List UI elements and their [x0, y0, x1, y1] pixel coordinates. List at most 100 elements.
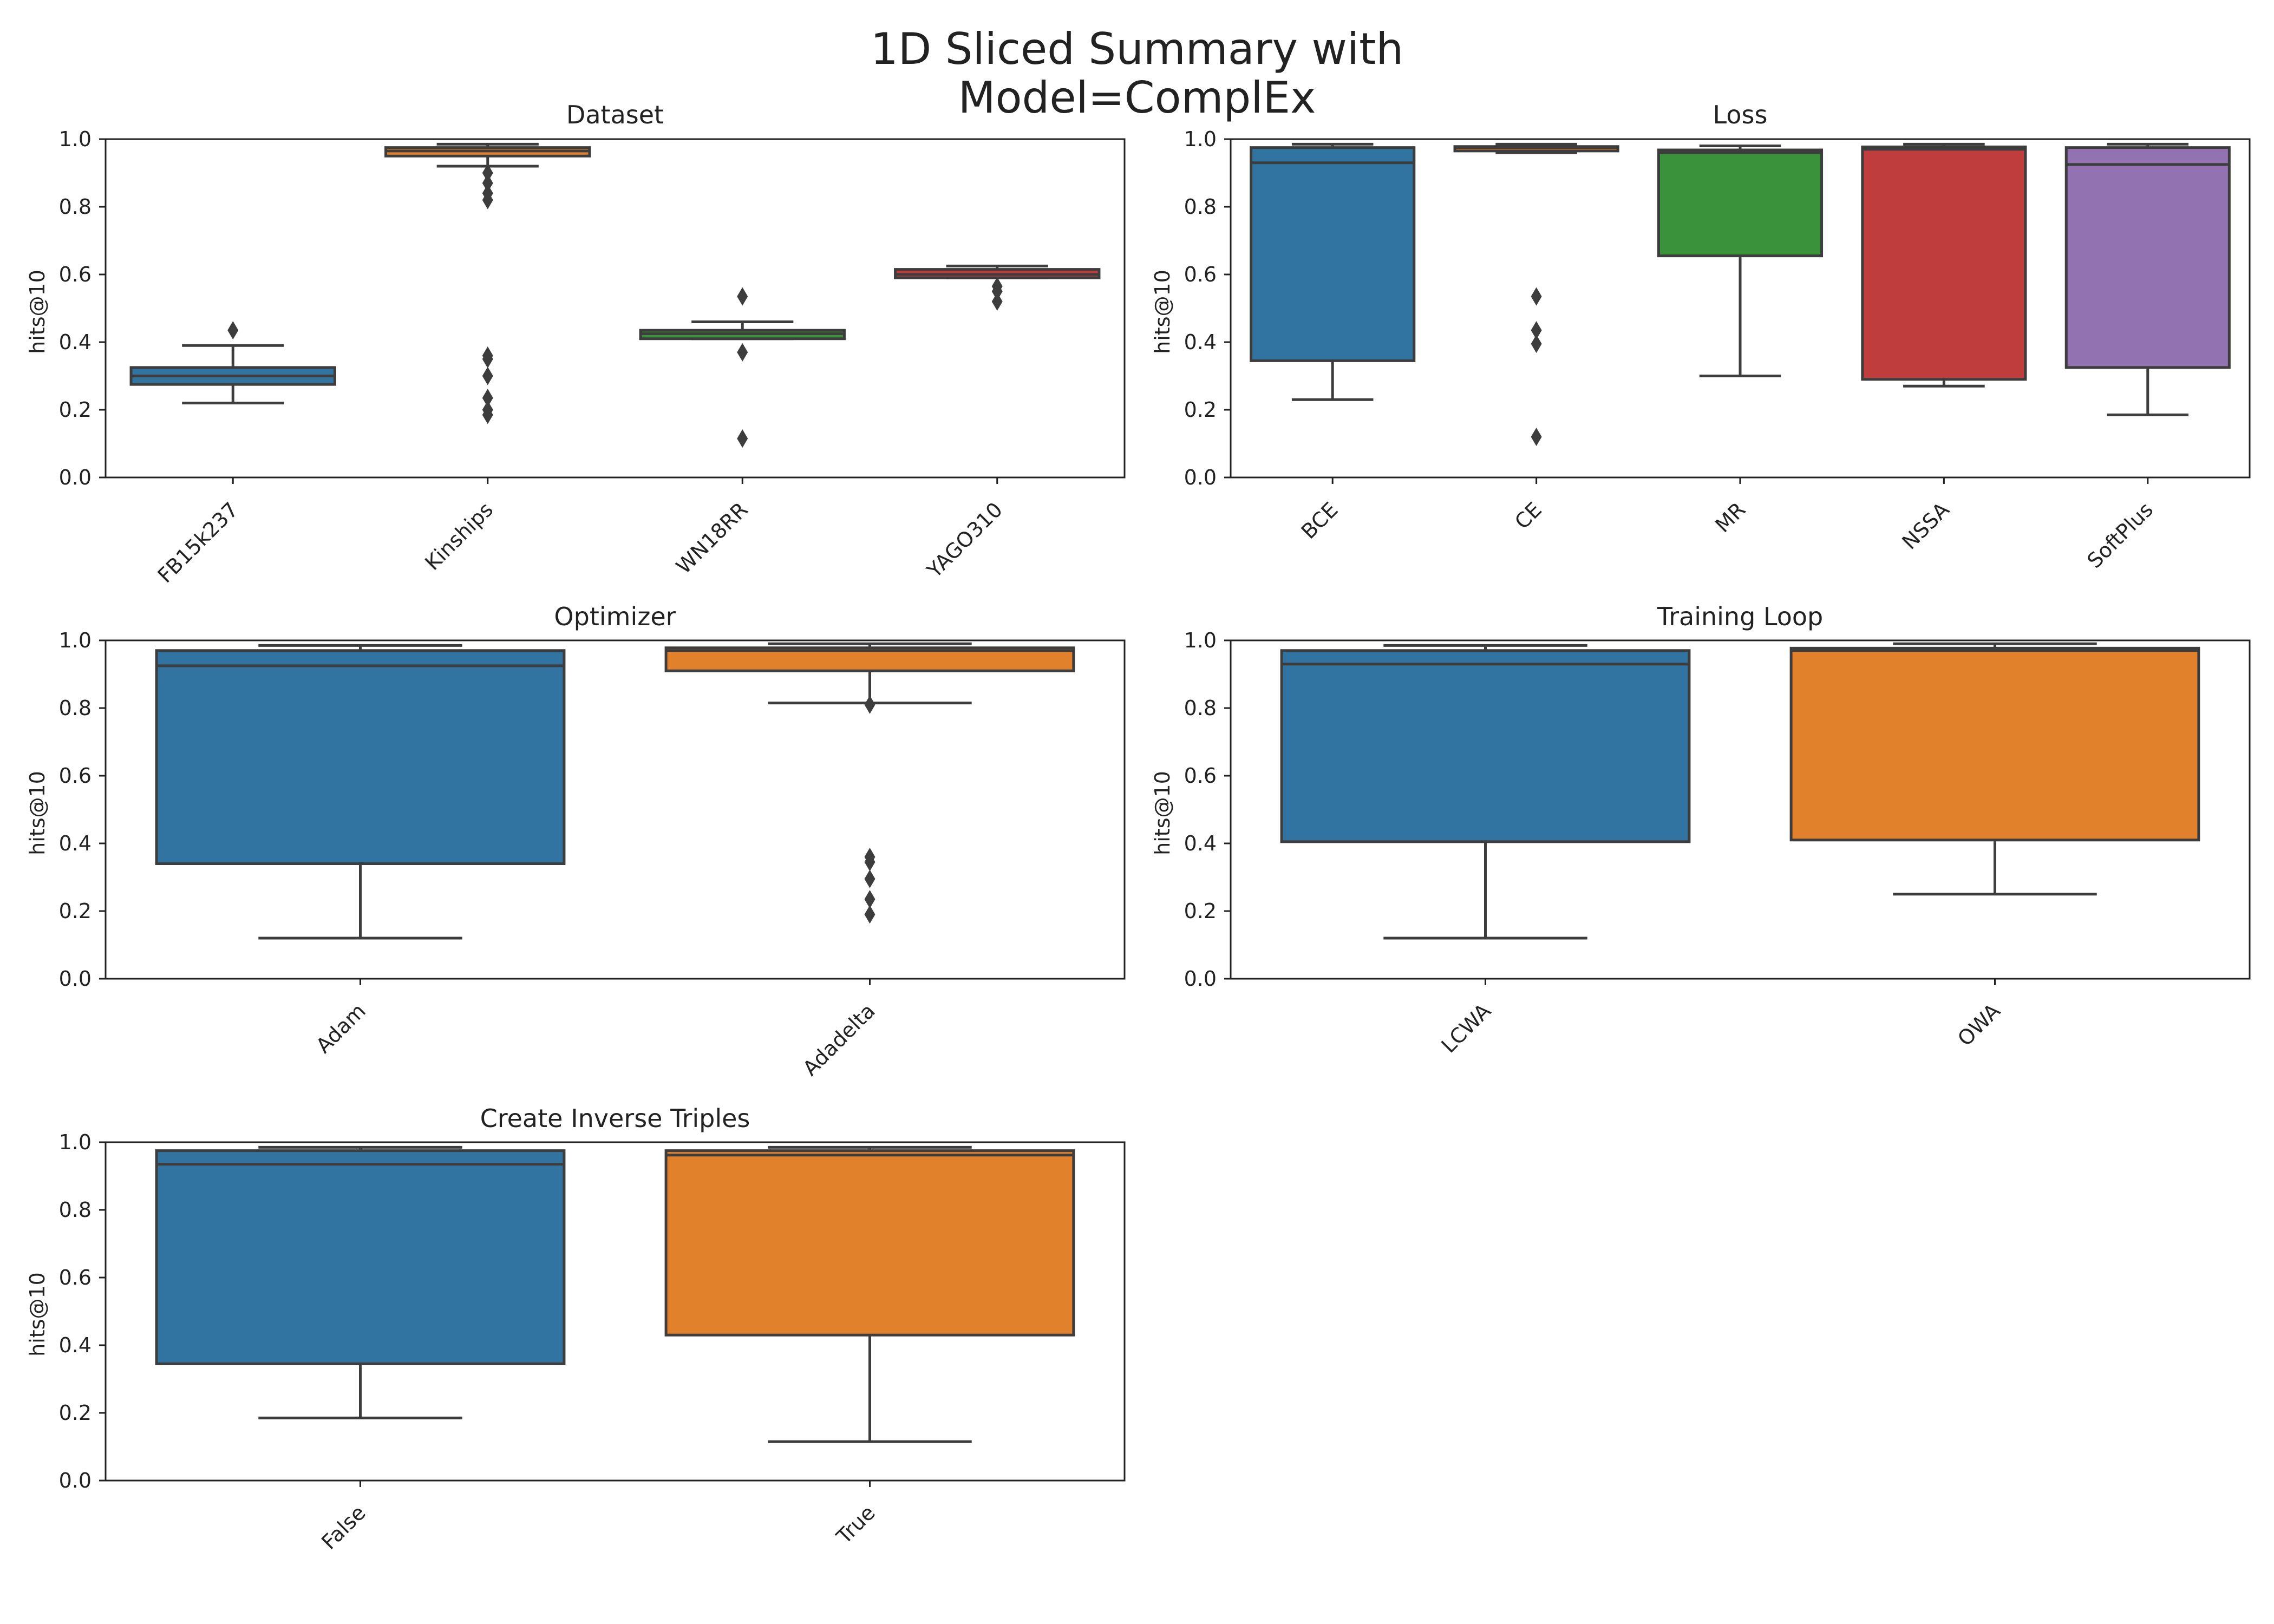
panel-dataset: Dataset hits@10 0.0 0.2 0.4 0.6 0.8 1.0 FB15k2… [25, 100, 1126, 587]
x-tick-label: Kinships [420, 497, 498, 575]
x-tick-label: NSSA [1898, 497, 1954, 554]
outlier-marker [227, 321, 239, 340]
y-tick-label: 0.8 [1184, 195, 1217, 219]
box-owa [1789, 642, 2200, 896]
box-body [1789, 646, 2200, 842]
y-tick-label: 1.0 [1184, 628, 1217, 652]
y-tick-label: 0.4 [59, 1333, 92, 1357]
y-tick-label: 0.2 [59, 398, 92, 422]
panel-loss: Loss hits@10 0.0 0.2 0.4 0.6 0.8 1.0 BCE CE MR NS… [1151, 100, 2251, 573]
y-tick-label: 0.6 [59, 764, 92, 788]
x-tick-label: CE [1510, 497, 1546, 534]
box-yago310 [894, 264, 1101, 311]
y-tick-label: 0.0 [59, 466, 92, 489]
axes-frame [104, 639, 1126, 980]
panel-title: Dataset [566, 100, 664, 129]
box-adam [155, 644, 566, 940]
x-tick-label: False [317, 1501, 370, 1554]
x-tick-label: SoftPlus [2082, 497, 2158, 573]
outlier-marker [864, 695, 875, 714]
x-tick-label: YAGO310 [922, 497, 1007, 582]
outlier-marker [864, 905, 875, 924]
box-kinships [384, 142, 591, 424]
y-tick-label: 0.2 [59, 1401, 92, 1425]
outlier-marker [482, 163, 493, 182]
y-tick-label: 0.0 [1184, 466, 1217, 489]
outlier-marker [737, 287, 748, 306]
y-tick-label: 0.2 [1184, 398, 1217, 422]
y-tick-label: 0.4 [1184, 330, 1217, 354]
outlier-marker [1531, 335, 1542, 353]
plot-area: 0.0 0.2 0.4 0.6 0.8 1.0 FB15k237 Kinships WN18RR… [59, 127, 1126, 587]
y-tick-label: 0.0 [59, 1469, 92, 1492]
outlier-marker [482, 350, 493, 369]
y-tick-label: 0.8 [1184, 696, 1217, 720]
outlier-marker [482, 405, 493, 424]
box-body [155, 1149, 566, 1365]
box-nssa [1861, 142, 2027, 388]
figure-title-line2: Model=ComplEx [958, 73, 1316, 123]
box-true [664, 1145, 1075, 1443]
y-axis-label: hits@10 [25, 1272, 49, 1357]
y-tick-label: 0.6 [59, 263, 92, 286]
box-mr [1657, 145, 1824, 377]
y-tick-label: 0.4 [1184, 831, 1217, 855]
panel-create-inverse-triples: Create Inverse Triples hits@10 0.0 0.2 0.4… [25, 1104, 1126, 1554]
plot-area: 0.0 0.2 0.4 0.6 0.8 1.0 False True [59, 1130, 1126, 1554]
x-tick-label: True [832, 1501, 880, 1549]
outlier-marker [864, 853, 875, 872]
panel-title: Training Loop [1657, 602, 1823, 631]
axes-frame [104, 138, 1126, 479]
figure-title-line1: 1D Sliced Summary with [871, 24, 1403, 74]
y-axis-label: hits@10 [1151, 771, 1174, 855]
outlier-marker [482, 366, 493, 385]
box-bce [1250, 142, 1416, 401]
y-tick-label: 0.4 [59, 831, 92, 855]
y-tick-label: 1.0 [59, 127, 92, 151]
outlier-marker [482, 174, 493, 193]
box-softplus [2064, 142, 2231, 416]
axes-frame [1230, 639, 2251, 980]
x-tick-label: Adam [311, 999, 370, 1058]
box-body [155, 649, 566, 865]
box-false [155, 1145, 566, 1419]
panel-training-loop: Training Loop hits@10 0.0 0.2 0.4 0.6 0.8 1.0… [1151, 602, 2251, 1058]
outlier-marker [991, 282, 1003, 301]
y-tick-label: 0.6 [1184, 764, 1217, 788]
outlier-marker [991, 292, 1003, 311]
outlier-marker [1531, 428, 1542, 446]
outlier-marker [482, 389, 493, 408]
plot-area: 0.0 0.2 0.4 0.6 0.8 1.0 BCE CE MR NSSA SoftPlus [1184, 127, 2251, 573]
y-tick-label: 0.0 [59, 967, 92, 991]
axes-frame [104, 1141, 1126, 1482]
y-tick-label: 0.6 [59, 1266, 92, 1289]
y-tick-label: 0.4 [59, 330, 92, 354]
panel-optimizer: Optimizer hits@10 0.0 0.2 0.4 0.6 0.8 1.0 Adam… [25, 602, 1126, 1081]
x-tick-label: MR [1710, 497, 1750, 537]
outlier-marker [1531, 321, 1542, 340]
plot-area: 0.0 0.2 0.4 0.6 0.8 1.0 LCWA OWA [1184, 628, 2251, 1058]
box-adadelta [664, 642, 1075, 924]
y-tick-label: 0.8 [59, 1198, 92, 1222]
box-body [2064, 146, 2231, 369]
box-lcwa [1280, 644, 1691, 940]
y-axis-label: hits@10 [1151, 270, 1174, 354]
panel-title: Create Inverse Triples [480, 1104, 750, 1133]
box-body [664, 1149, 1075, 1337]
box-body [1657, 148, 1824, 258]
y-tick-label: 0.6 [1184, 263, 1217, 286]
outlier-marker [737, 343, 748, 362]
outlier-marker [864, 869, 875, 888]
y-tick-label: 0.8 [59, 696, 92, 720]
y-axis-label: hits@10 [25, 270, 49, 354]
x-tick-label: FB15k237 [153, 497, 243, 587]
x-tick-label: LCWA [1437, 999, 1495, 1057]
outlier-marker [864, 890, 875, 909]
y-tick-label: 1.0 [59, 628, 92, 652]
x-tick-label: WN18RR [671, 497, 752, 578]
box-body [1280, 649, 1691, 843]
outlier-marker [737, 429, 748, 448]
outlier-marker [1531, 287, 1542, 306]
panel-title: Optimizer [554, 602, 676, 631]
